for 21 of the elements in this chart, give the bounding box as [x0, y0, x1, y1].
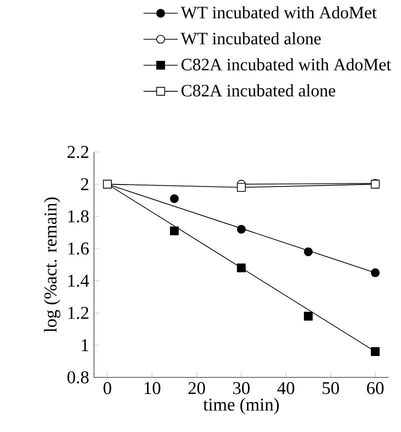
x-tick-label: 20 — [188, 382, 206, 394]
y-axis-title: log (%act. remain) — [44, 197, 60, 332]
x-tick-label: 50 — [322, 382, 339, 394]
x-tick-label: 30 — [233, 382, 250, 394]
y-tick-label: 2.2 — [68, 146, 88, 158]
x-axis-title: time (min) — [203, 398, 279, 414]
legend-label: C82A incubated with AdoMet — [182, 58, 392, 70]
y-tick-label: 1.4 — [68, 274, 90, 287]
x-tick-label: 60 — [367, 382, 384, 394]
y-tick-label: 1 — [82, 339, 88, 352]
x-tick-label: 10 — [144, 382, 160, 394]
y-tick-label: 2 — [81, 178, 88, 190]
y-tick-label: 1.8 — [68, 210, 89, 222]
legend-label: WT incubated alone — [180, 32, 321, 45]
y-tick-label: 0.8 — [67, 371, 89, 384]
y-tick-label: 1.6 — [68, 242, 89, 255]
legend-label: C82A incubated alone — [182, 84, 336, 96]
legend-label: WT incubated with AdoMet — [180, 6, 377, 19]
x-tick-label: 40 — [277, 382, 294, 394]
x-tick-label: 0 — [104, 382, 112, 394]
y-tick-label: 1.2 — [68, 306, 88, 320]
